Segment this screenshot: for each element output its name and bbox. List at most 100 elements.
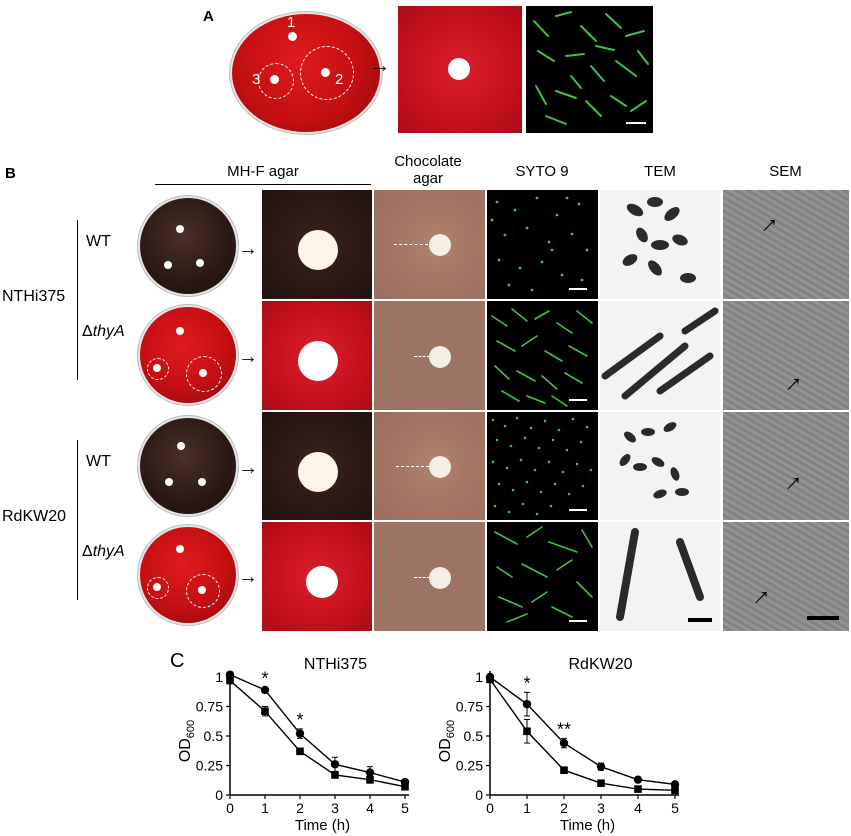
scale-bar (569, 399, 587, 401)
x-tick-label: 1 (261, 800, 269, 816)
choc-disc (429, 234, 451, 256)
zone-line (414, 577, 430, 578)
plate-label-3: 3 (252, 71, 261, 88)
zone-circle (186, 574, 220, 608)
header-chocolate-line1: Chocolate (394, 153, 462, 170)
header-syto9: SYTO 9 (515, 163, 569, 180)
strain-label-rdkw20: RdKW20 (2, 508, 67, 525)
scale-bar (569, 288, 587, 290)
choc-disc (429, 567, 451, 589)
series-line (489, 676, 676, 786)
x-tick-label: 1 (523, 800, 531, 816)
disc (199, 369, 207, 377)
closeup-nthi-wt (262, 190, 372, 299)
header-chocolate: Chocolate agar (372, 153, 484, 187)
choc-rd-wt (374, 412, 485, 520)
sem-arrow: → (738, 574, 778, 614)
syto-dots (491, 416, 593, 516)
data-point-square (401, 782, 409, 791)
syto-filaments (491, 308, 593, 407)
disc-2 (321, 68, 330, 77)
closeup-nthi-thya (262, 301, 372, 410)
tem-scale-bar (688, 618, 712, 622)
genotype-nthi-wt: WT (86, 233, 111, 250)
disc (153, 583, 161, 591)
syto-nthi-wt (487, 190, 598, 299)
series-line (489, 678, 676, 791)
panel-a-filaments (533, 11, 649, 125)
data-point-circle (670, 780, 680, 789)
significance-mark: * (261, 669, 268, 689)
data-point-square (634, 785, 642, 793)
y-tick-label: 1 (475, 669, 483, 685)
data-point-circle (295, 729, 305, 738)
scale-bar (569, 620, 587, 622)
x-tick-label: 0 (486, 800, 494, 816)
bracket-nthi375 (77, 220, 78, 380)
header-mhf-underline (155, 184, 371, 185)
x-tick-label: 3 (331, 800, 339, 816)
disc (176, 225, 184, 233)
closeup-rd-wt (262, 412, 372, 520)
sem-arrow: → (770, 361, 810, 401)
closeup-disc (298, 341, 338, 381)
x-tick-label: 4 (634, 800, 642, 816)
data-point-circle (596, 762, 606, 771)
significance-mark: * (523, 673, 530, 693)
disc-3 (270, 75, 279, 84)
sem-arrow: → (746, 202, 786, 242)
genotype-delta: Δ (82, 543, 93, 560)
syto-filaments (494, 526, 593, 623)
header-mhf: MH-F agar (227, 163, 299, 180)
choc-disc (429, 456, 451, 478)
genotype-gene: thyA (92, 323, 125, 340)
significance-mark: ** (557, 719, 571, 739)
genotype-rd-thya: ΔthyA (82, 543, 125, 561)
choc-nthi-wt (374, 190, 485, 299)
zone-line (414, 356, 430, 357)
plate-nthi-thya (140, 307, 236, 403)
closeup-disc (448, 58, 470, 80)
disc (198, 586, 206, 594)
x-axis-label: Time (h) (295, 817, 350, 834)
data-point-square (261, 707, 269, 716)
closeup-disc (306, 566, 338, 598)
panel-c-charts: 0 1 2 3 4 5 0 0.25 0.5 0.75 1 NTHi375 Time (h) OD600 *… (177, 656, 680, 834)
header-tem: TEM (644, 163, 676, 180)
sem-nthi-thya: → (723, 301, 849, 410)
genotype-delta: Δ (82, 323, 93, 340)
bracket-rdkw20 (77, 440, 78, 600)
x-tick-label: 2 (296, 800, 304, 816)
data-point-square (671, 786, 679, 795)
scale-bar (569, 509, 587, 511)
header-chocolate-line2: agar (412, 170, 444, 187)
data-point-square (226, 676, 234, 685)
y-tick-label: 0 (215, 787, 223, 803)
disc (198, 478, 206, 486)
tem-filaments (616, 528, 704, 621)
panel-a-arrow: → (370, 55, 390, 77)
zone-3-circle (258, 63, 294, 99)
syto-rd-thya (487, 522, 598, 631)
choc-nthi-thya (374, 301, 485, 410)
sem-rd-thya: → (723, 522, 849, 631)
sem-rd-wt: → (723, 412, 849, 520)
data-point-circle (365, 768, 375, 777)
series-line (229, 680, 406, 788)
x-tick-label: 3 (597, 800, 605, 816)
plate-nthi-wt (140, 198, 236, 294)
chart-title: RdKW20 (568, 656, 632, 673)
x-tick-label: 5 (401, 800, 409, 816)
arrow-row1: → (238, 238, 258, 260)
choc-disc (429, 346, 451, 368)
plate-rd-wt (140, 418, 236, 514)
arrow-row4: → (238, 566, 258, 588)
panel-a-letter: A (203, 8, 214, 25)
plate-rd-thya (140, 527, 236, 623)
data-point-circle (260, 685, 270, 695)
plate-label-1: 1 (287, 14, 296, 31)
x-tick-label: 4 (366, 800, 374, 816)
choc-rd-thya (374, 522, 485, 631)
zone-circle (147, 577, 169, 599)
tem-cells (622, 197, 696, 283)
